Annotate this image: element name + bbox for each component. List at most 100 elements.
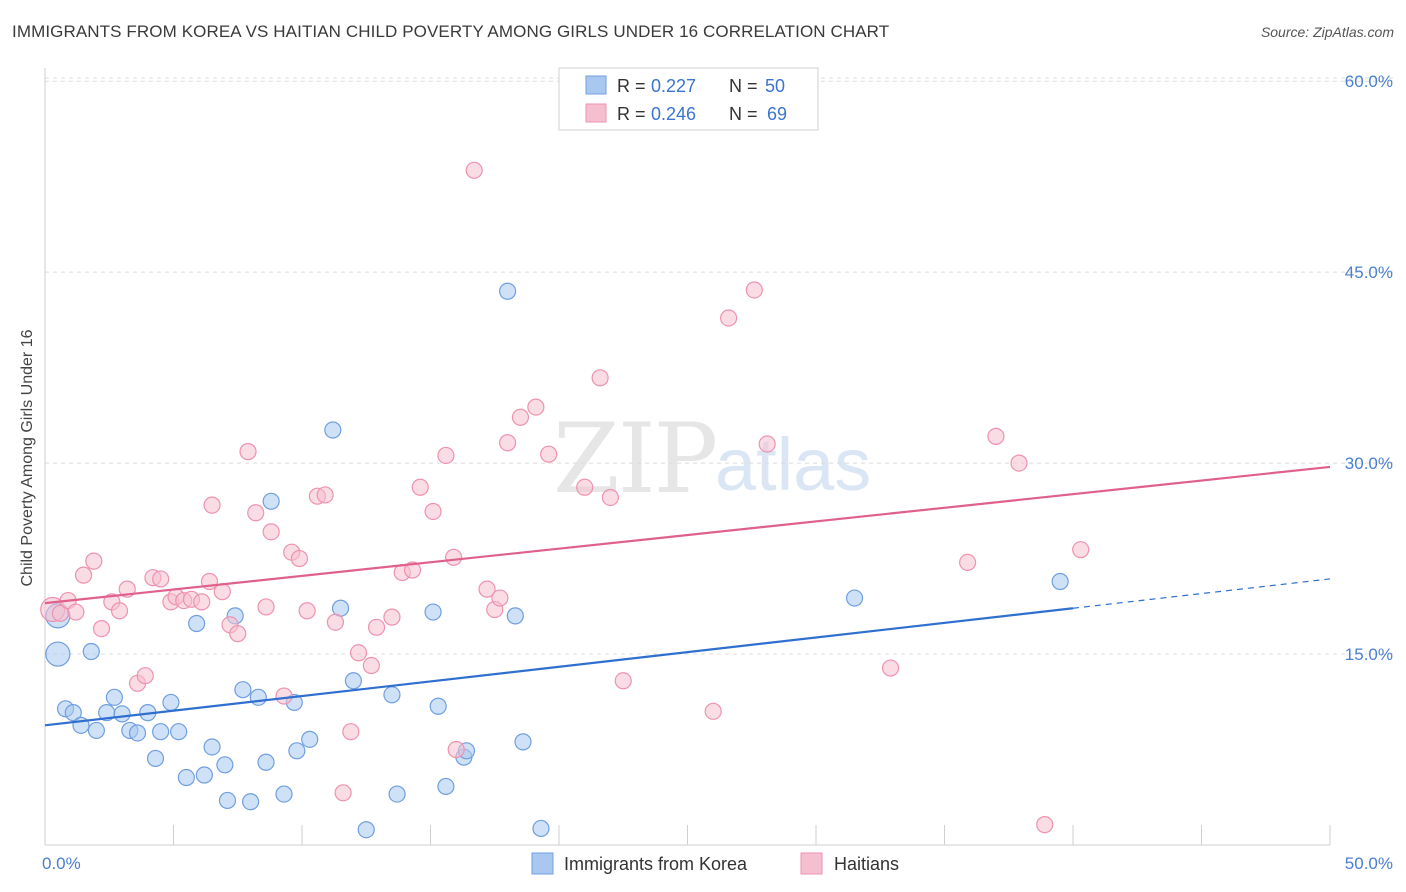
point-korea-47 (532, 819, 550, 838)
point-haiti-43 (411, 478, 429, 496)
y-tick-label-60: 60.0% (1345, 72, 1393, 91)
point-haiti-53 (511, 408, 530, 426)
point-korea-24 (234, 681, 252, 699)
legend-r-label-haiti: R = (617, 104, 646, 124)
point-korea-33 (324, 421, 342, 439)
point-haiti-42 (403, 561, 422, 579)
bottom-legend-label-korea: Immigrants from Korea (564, 854, 748, 874)
point-korea-32 (301, 730, 319, 748)
point-korea-26 (249, 688, 267, 706)
point-haiti-21 (213, 583, 231, 601)
bottom-legend-swatch-haiti (800, 852, 823, 875)
y-tick-label-30: 30.0% (1345, 454, 1393, 473)
point-haiti-61 (720, 309, 738, 327)
point-korea-0 (45, 641, 71, 667)
point-haiti-8 (110, 602, 129, 620)
point-haiti-60 (704, 702, 722, 720)
point-korea-9 (113, 705, 131, 723)
point-haiti-36 (342, 723, 360, 741)
point-korea-44 (499, 282, 517, 300)
point-haiti-30 (290, 549, 309, 568)
legend-r-value-haiti: 0.246 (651, 104, 696, 124)
point-haiti-33 (316, 486, 334, 504)
point-haiti-20 (203, 496, 221, 514)
point-korea-49 (1051, 572, 1069, 591)
point-haiti-51 (491, 589, 509, 607)
point-korea-21 (216, 756, 234, 774)
point-haiti-54 (527, 398, 545, 416)
point-korea-14 (152, 723, 170, 741)
trendline-haiti (44, 465, 1331, 605)
point-haiti-13 (152, 570, 170, 588)
point-haiti-44 (424, 502, 442, 521)
point-haiti-3 (67, 603, 85, 621)
point-korea-6 (87, 721, 106, 740)
series-haiti-points (40, 161, 1090, 834)
point-korea-29 (275, 785, 293, 803)
x-tick-label-max: 50.0% (1345, 854, 1393, 873)
point-haiti-67 (1010, 454, 1028, 472)
point-korea-41 (437, 777, 455, 796)
point-haiti-48 (465, 161, 483, 179)
point-haiti-6 (92, 619, 111, 638)
point-haiti-57 (591, 369, 609, 387)
point-korea-45 (506, 607, 524, 625)
point-haiti-56 (576, 478, 594, 496)
point-haiti-37 (349, 644, 368, 662)
point-haiti-28 (275, 687, 293, 705)
point-haiti-31 (298, 602, 316, 620)
legend-swatch-korea (585, 75, 607, 95)
point-haiti-23 (229, 625, 247, 643)
bottom-legend: Immigrants from Korea Haitians (531, 852, 899, 875)
legend-box: R = 0.227 N = 50 R = 0.246 N = 69 (558, 67, 819, 131)
point-korea-8 (105, 688, 123, 706)
legend-r-value-korea: 0.227 (651, 76, 696, 96)
point-haiti-24 (239, 443, 257, 461)
point-korea-19 (195, 766, 213, 784)
point-haiti-4 (74, 566, 93, 584)
point-korea-11 (128, 724, 147, 742)
y-axis-label: Child Poverty Among Girls Under 16 (19, 329, 36, 586)
point-korea-35 (344, 672, 362, 690)
trendline-korea (44, 607, 1074, 727)
point-korea-3 (64, 704, 82, 722)
point-korea-18 (188, 614, 206, 633)
point-korea-5 (82, 642, 100, 661)
x-tick-label-min: 0.0% (42, 854, 81, 873)
point-korea-36 (357, 821, 375, 839)
watermark-atlas: atlas (715, 423, 871, 506)
point-haiti-69 (1072, 541, 1090, 559)
legend-swatch-haiti (585, 103, 607, 123)
point-haiti-18 (193, 593, 211, 611)
grid (45, 77, 1393, 655)
point-korea-16 (170, 723, 188, 741)
point-korea-17 (177, 768, 195, 787)
point-haiti-39 (367, 618, 386, 636)
point-haiti-62 (745, 281, 763, 299)
legend-n-label-korea: N = (729, 76, 758, 96)
point-korea-28 (262, 492, 280, 510)
point-haiti-49 (478, 580, 496, 598)
series-korea-points (45, 282, 1069, 839)
point-haiti-38 (362, 656, 380, 675)
point-haiti-27 (262, 523, 280, 541)
point-haiti-66 (987, 427, 1005, 445)
x-axis-ticks (44, 825, 1331, 845)
point-korea-22 (218, 791, 237, 810)
chart-title: IMMIGRANTS FROM KOREA VS HAITIAN CHILD P… (12, 22, 890, 41)
point-haiti-65 (959, 553, 977, 571)
watermark-zip: ZIP (553, 403, 716, 515)
point-haiti-63 (758, 435, 776, 453)
point-haiti-5 (85, 552, 103, 570)
point-korea-15 (162, 693, 180, 712)
bottom-legend-swatch-korea (531, 852, 554, 875)
point-haiti-47 (447, 740, 465, 759)
legend-r-label-korea: R = (617, 76, 646, 96)
point-haiti-55 (540, 445, 558, 463)
point-haiti-46 (445, 548, 463, 566)
point-haiti-64 (881, 659, 900, 677)
point-haiti-58 (601, 488, 620, 507)
point-haiti-11 (136, 667, 154, 685)
point-korea-31 (288, 742, 306, 760)
